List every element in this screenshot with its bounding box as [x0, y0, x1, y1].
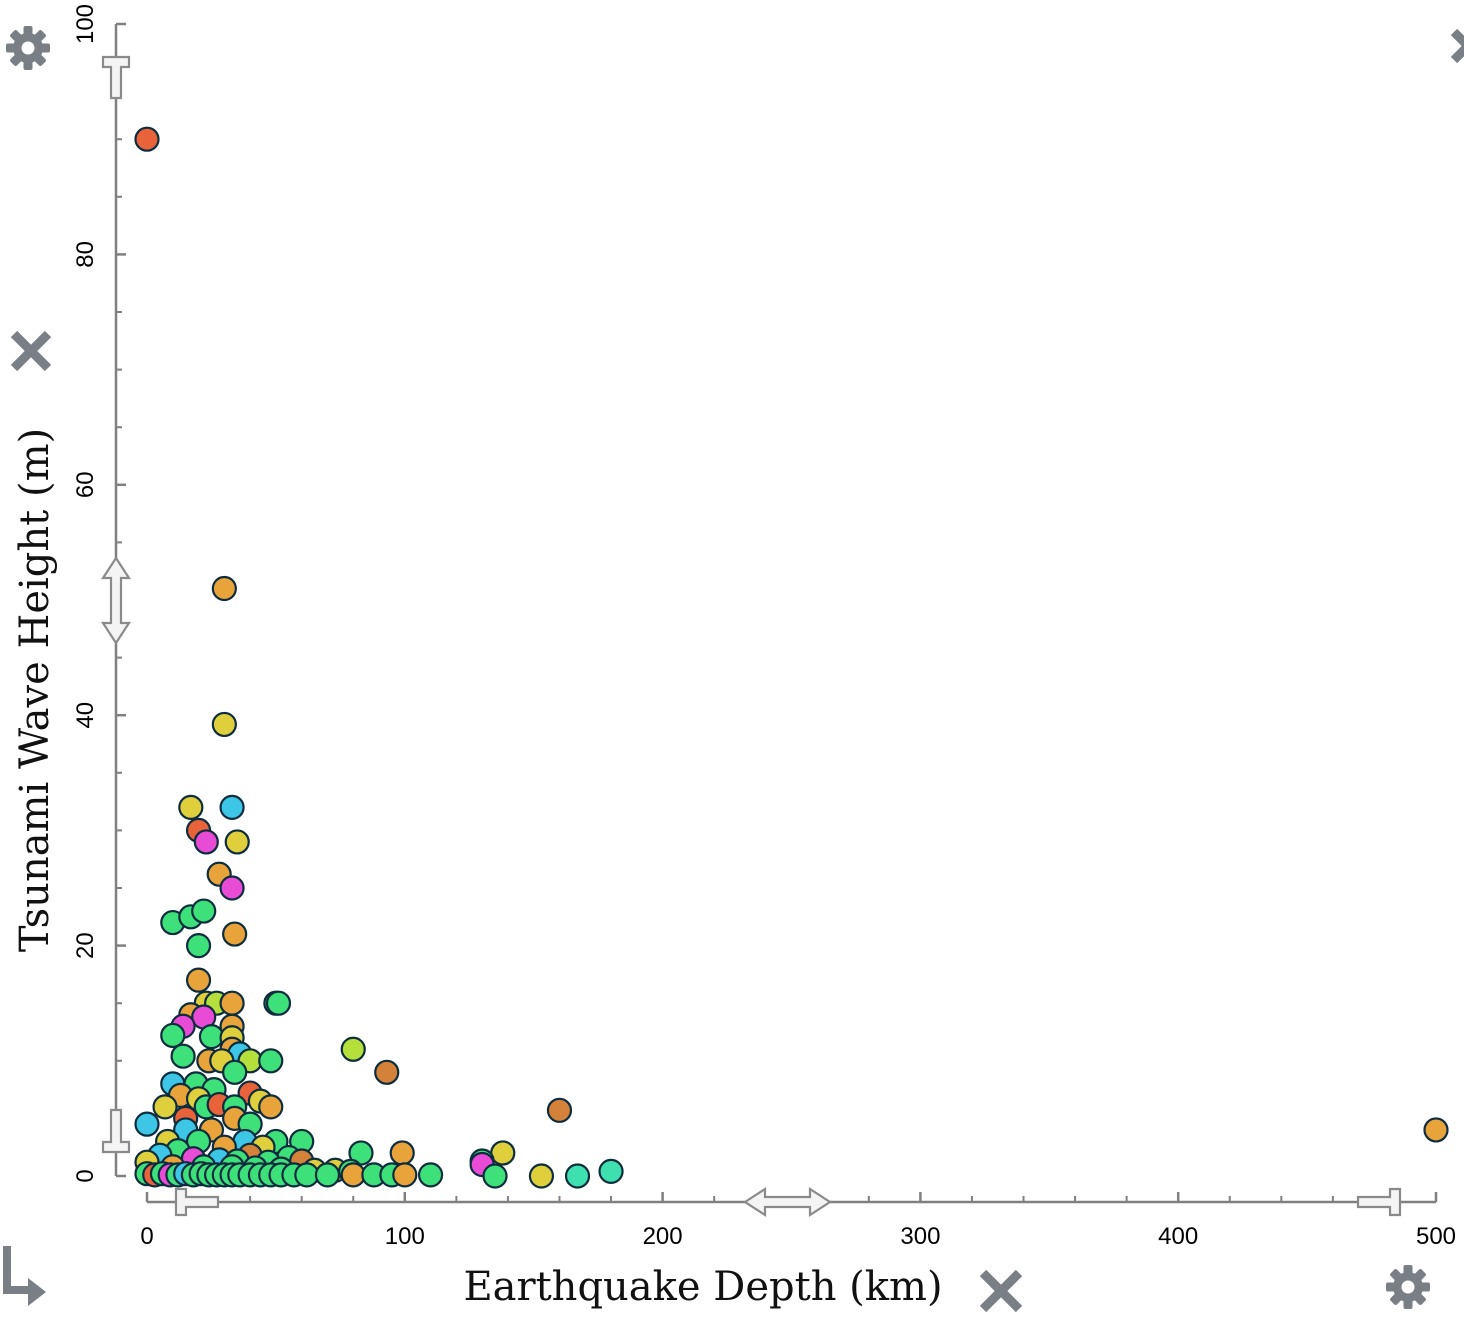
data-point: [598, 1158, 624, 1184]
y-pan-handle[interactable]: [100, 555, 132, 646]
data-point: [211, 711, 237, 738]
data-point: [185, 932, 212, 959]
data-point: [211, 575, 237, 602]
x-tick-label: 0: [140, 1223, 153, 1250]
x-tick-label: 100: [385, 1223, 425, 1250]
y-min-handle[interactable]: [101, 1108, 131, 1154]
data-point: [258, 1094, 284, 1120]
data-point: [222, 1059, 248, 1085]
y-axis-title: Tsunami Wave Height (m): [12, 428, 58, 952]
data-point: [178, 794, 204, 820]
data-point: [564, 1163, 591, 1189]
close-icon[interactable]: [979, 1269, 1023, 1313]
data-point: [265, 990, 292, 1016]
close-icon[interactable]: [10, 330, 52, 372]
x-tick-label: 200: [643, 1223, 683, 1250]
x-tick-label: 500: [1416, 1223, 1456, 1250]
data-point: [224, 829, 250, 855]
y-max-handle[interactable]: [101, 55, 131, 100]
data-point: [546, 1097, 573, 1123]
data-point: [134, 1111, 160, 1137]
data-point: [258, 1048, 284, 1074]
data-point: [392, 1162, 418, 1188]
data-point: [482, 1163, 508, 1189]
data-point: [389, 1140, 415, 1166]
data-point: [170, 1043, 196, 1069]
data-point: [340, 1036, 366, 1062]
x-max-handle[interactable]: [1356, 1187, 1402, 1217]
resize-arrow-icon[interactable]: [3, 1246, 46, 1306]
y-tick-label: 100: [72, 4, 99, 44]
data-point: [314, 1162, 341, 1188]
data-point: [219, 990, 245, 1016]
close-icon[interactable]: [1450, 28, 1464, 64]
data-point: [374, 1059, 400, 1085]
y-tick-label: 60: [72, 471, 99, 498]
x-tick-label: 400: [1158, 1223, 1198, 1250]
data-point: [417, 1162, 444, 1188]
data-point: [185, 967, 212, 993]
x-min-handle[interactable]: [174, 1187, 220, 1217]
data-point: [1423, 1117, 1449, 1143]
data-point: [198, 1024, 225, 1050]
y-tick-label: 80: [72, 241, 99, 268]
x-pan-handle[interactable]: [742, 1186, 833, 1218]
y-tick-label: 20: [72, 932, 99, 959]
data-point: [193, 829, 219, 855]
data-points: [134, 126, 1449, 1189]
data-point: [152, 1094, 178, 1120]
y-tick-label: 0: [72, 1169, 99, 1182]
data-point: [191, 898, 217, 924]
x-tick-label: 300: [900, 1223, 940, 1250]
data-point: [219, 875, 245, 901]
data-point: [134, 126, 160, 152]
data-point: [219, 794, 245, 820]
gear-icon[interactable]: [1386, 1265, 1430, 1309]
x-axis-title: Earthquake Depth (km): [463, 1264, 942, 1310]
data-point: [528, 1163, 555, 1189]
data-point: [222, 921, 248, 947]
gear-icon[interactable]: [6, 26, 50, 70]
y-tick-label: 40: [72, 702, 99, 729]
data-point: [160, 1022, 186, 1049]
